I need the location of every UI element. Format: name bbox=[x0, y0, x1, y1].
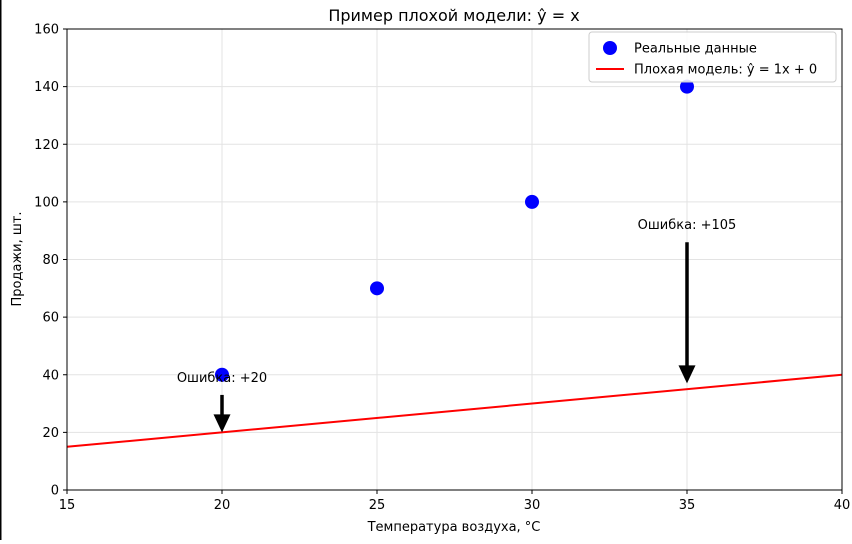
legend-marker-real-data bbox=[603, 41, 617, 55]
y-tick-label: 60 bbox=[42, 311, 59, 326]
error-annotation-label: Ошибка: +20 bbox=[177, 371, 267, 386]
data-point bbox=[680, 79, 694, 94]
x-tick-label: 20 bbox=[214, 498, 231, 513]
legend-box bbox=[588, 31, 837, 83]
error-arrow-head bbox=[678, 365, 696, 384]
chart-title: Пример плохой модели: ŷ = x bbox=[328, 6, 579, 25]
error-annotation-label: Ошибка: +105 bbox=[638, 218, 737, 233]
y-axis-label: Продажи, шт. bbox=[10, 212, 25, 307]
x-axis-label: Температура воздуха, °C bbox=[367, 520, 541, 535]
x-tick-label: 35 bbox=[679, 498, 696, 513]
model-line-series bbox=[66, 373, 843, 448]
x-axis-ticks: 15 20 25 30 35 40 bbox=[59, 490, 851, 513]
annotations: Ошибка: +20 Ошибка: +105 bbox=[177, 218, 737, 433]
legend-label-real-data: Реальные данные bbox=[634, 42, 757, 57]
y-tick-label: 140 bbox=[34, 80, 59, 95]
data-point bbox=[525, 194, 539, 209]
x-tick-label: 40 bbox=[834, 498, 851, 513]
legend-label-model: Плохая модель: ŷ = 1x + 0 bbox=[634, 63, 817, 78]
scatter-series bbox=[215, 79, 694, 382]
error-arrow-head bbox=[213, 414, 231, 433]
model-line bbox=[66, 373, 843, 448]
data-point bbox=[370, 281, 384, 296]
y-tick-label: 20 bbox=[42, 426, 59, 441]
x-tick-label: 25 bbox=[369, 498, 386, 513]
x-tick-label: 30 bbox=[524, 498, 541, 513]
data-point bbox=[215, 367, 229, 382]
y-tick-label: 160 bbox=[34, 23, 59, 38]
y-tick-label: 0 bbox=[51, 484, 59, 499]
figure-left-edge bbox=[0, 0, 2, 540]
legend: Реальные данные Плохая модель: ŷ = 1x + … bbox=[588, 31, 837, 83]
y-tick-label: 40 bbox=[42, 368, 59, 383]
y-tick-label: 80 bbox=[42, 253, 59, 268]
x-tick-label: 15 bbox=[59, 498, 76, 513]
y-tick-label: 100 bbox=[34, 195, 59, 210]
y-axis-ticks: 0 20 40 60 80 100 120 140 160 bbox=[34, 23, 67, 499]
y-tick-label: 120 bbox=[34, 138, 59, 153]
